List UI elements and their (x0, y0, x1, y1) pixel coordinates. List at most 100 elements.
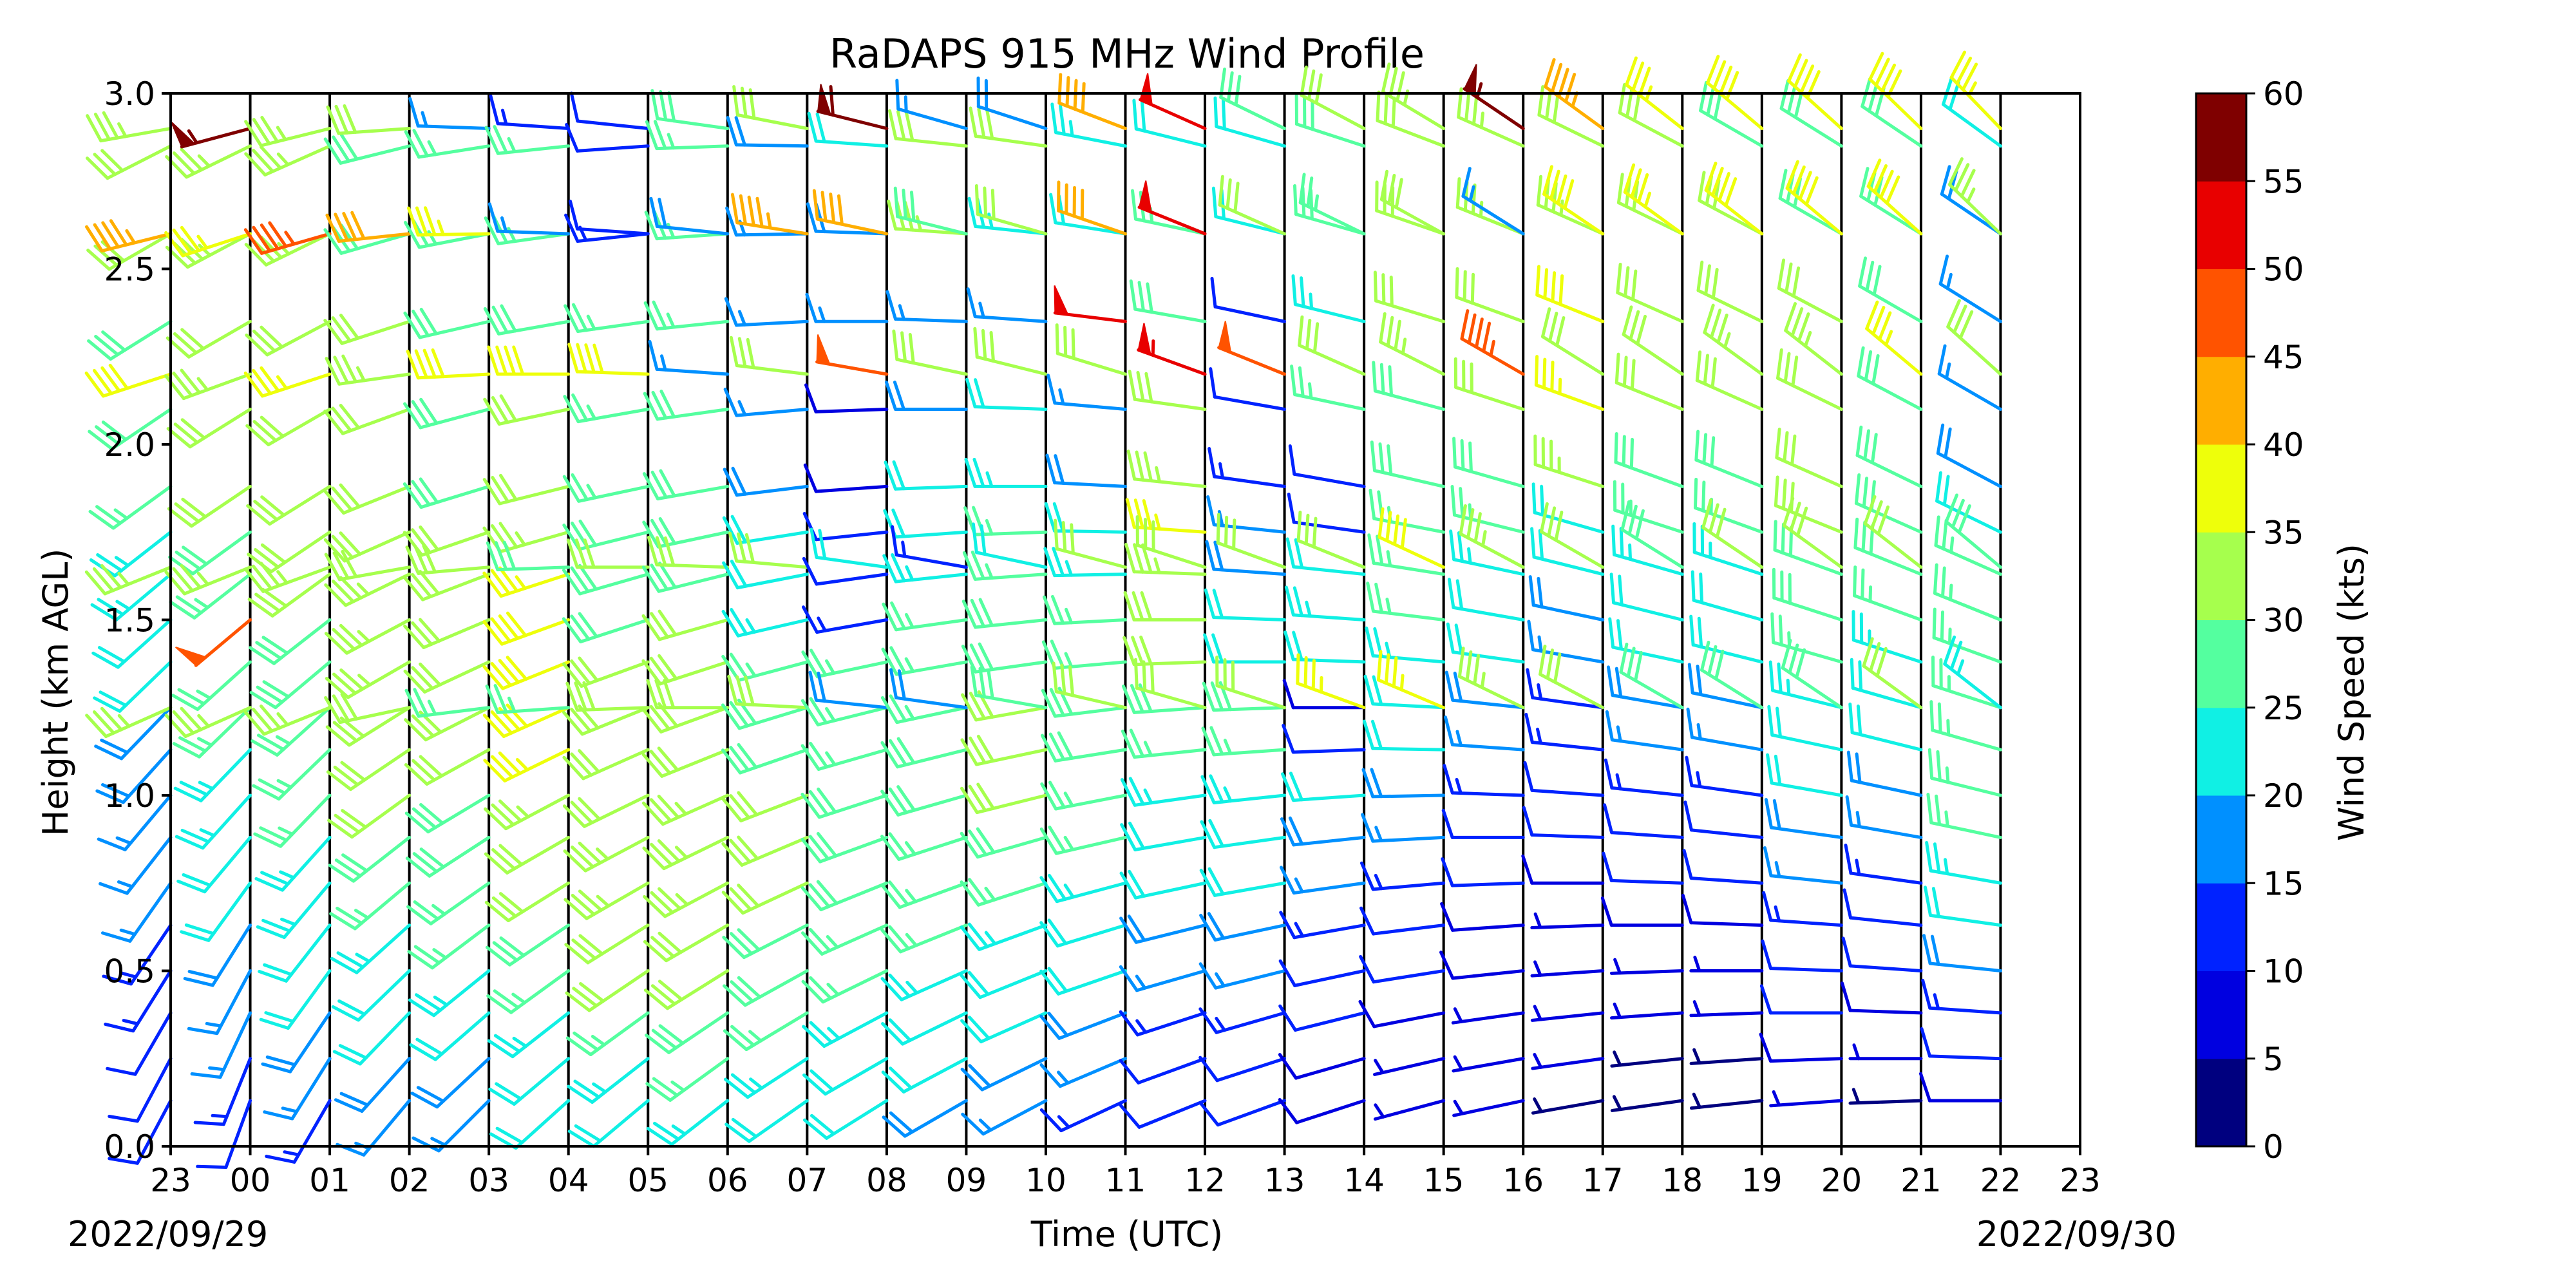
barb-feather (1137, 281, 1146, 312)
barb-staff (819, 835, 889, 864)
wind-barb (244, 232, 332, 267)
barb-staff (1294, 1057, 1366, 1080)
colorbar-segment (2196, 1058, 2246, 1147)
barb-feather (1544, 58, 1556, 89)
barb-staff (1376, 678, 1446, 710)
wind-barb (1282, 679, 1366, 710)
barb-feather (339, 668, 365, 691)
barb-feather (95, 789, 125, 804)
barb-half-feather (275, 735, 292, 746)
barb-feather (1622, 305, 1633, 336)
wind-barb (1199, 912, 1287, 942)
barb-half-feather (901, 540, 907, 558)
barb-staff (262, 706, 332, 736)
barb-feather (563, 849, 587, 873)
barb-staff (736, 618, 809, 638)
colorbar-segment (2196, 181, 2246, 269)
wind-barb (1057, 73, 1127, 130)
barb-half-feather (1374, 826, 1383, 842)
barb-feather (325, 357, 341, 386)
barb-feather (1534, 355, 1539, 387)
barb-feather (723, 1029, 748, 1052)
barb-half-feather (818, 306, 826, 323)
barb-feather (1942, 475, 1950, 507)
wind-barb (1452, 437, 1525, 488)
barb-staff (591, 1057, 650, 1104)
wind-barb (485, 923, 571, 967)
barb-feather (323, 409, 345, 435)
wind-barb (960, 1057, 1048, 1092)
wind-barb (1539, 502, 1605, 569)
barb-feather (1208, 819, 1225, 848)
barb-feather (326, 770, 352, 791)
barb-feather (1119, 965, 1139, 992)
barb-half-feather (985, 471, 994, 488)
barb-half-feather (1223, 739, 1233, 755)
barb-feather (563, 395, 580, 424)
wind-barb (562, 564, 650, 596)
barb-staff (1295, 1099, 1366, 1124)
barb-half-feather (1772, 1090, 1781, 1107)
barb-feather (252, 225, 272, 253)
barb-half-feather (205, 1021, 223, 1028)
barb-staff (1381, 90, 1446, 130)
barb-feather (1199, 868, 1217, 897)
barb-feather (1304, 513, 1310, 545)
barb-staff (268, 484, 332, 526)
barb-half-feather (1294, 877, 1304, 894)
wind-barb (1924, 886, 2002, 927)
barb-staff (1943, 662, 2002, 710)
wind-barb (971, 522, 1048, 569)
barb-feather (164, 570, 187, 596)
barb-feather (1212, 589, 1224, 620)
wind-barb (722, 560, 809, 590)
barb-staff (501, 660, 571, 690)
barb-staff (1698, 198, 1764, 236)
barb-staff (670, 1099, 730, 1146)
barb-feather (1298, 366, 1305, 398)
barb-staff (1215, 1011, 1287, 1034)
wind-barb (91, 618, 173, 669)
barb-feather (722, 936, 746, 960)
barb-staff (1768, 967, 1843, 972)
barb-half-feather (515, 757, 529, 772)
wind-barb (1761, 939, 1843, 972)
barb-feather (404, 811, 430, 834)
wind-barb (1866, 158, 1923, 236)
wind-barb (721, 791, 809, 822)
barb-feather (1466, 508, 1475, 540)
barb-feather (1694, 430, 1700, 462)
barb-feather (1880, 63, 1897, 93)
wind-barb (647, 535, 730, 569)
wind-barb (1444, 670, 1525, 710)
wind-barb (171, 660, 252, 712)
barb-feather (331, 486, 354, 512)
barb-feather (881, 1070, 905, 1094)
barb-feather (1359, 906, 1375, 936)
barb-feather (1784, 302, 1797, 332)
barb-feather (180, 930, 211, 942)
y-tick-label: 1.5 (104, 602, 155, 639)
barb-feather (1039, 921, 1059, 948)
barb-feather (259, 826, 289, 842)
barb-half-feather (904, 705, 915, 721)
barb-feather (1232, 518, 1236, 551)
barb-staff (1212, 793, 1287, 804)
wind-barb (1300, 65, 1366, 130)
barb-feather (592, 343, 604, 375)
wind-barb (562, 473, 650, 503)
barb-half-feather (1489, 339, 1495, 357)
barb-staff (1941, 102, 2002, 148)
barb-half-feather (586, 404, 597, 421)
barb-half-feather (507, 696, 516, 714)
barb-staff (1769, 1099, 1843, 1108)
barb-feather (1708, 503, 1719, 535)
barb-staff (131, 969, 173, 1033)
barb-feather (99, 882, 129, 895)
barb-feather (562, 710, 584, 736)
y-tick-label: 3.0 (104, 75, 155, 113)
barb-feather (93, 223, 112, 251)
barb-staff (1452, 1099, 1525, 1117)
barb-feather (419, 618, 441, 643)
wind-barb (880, 694, 968, 724)
